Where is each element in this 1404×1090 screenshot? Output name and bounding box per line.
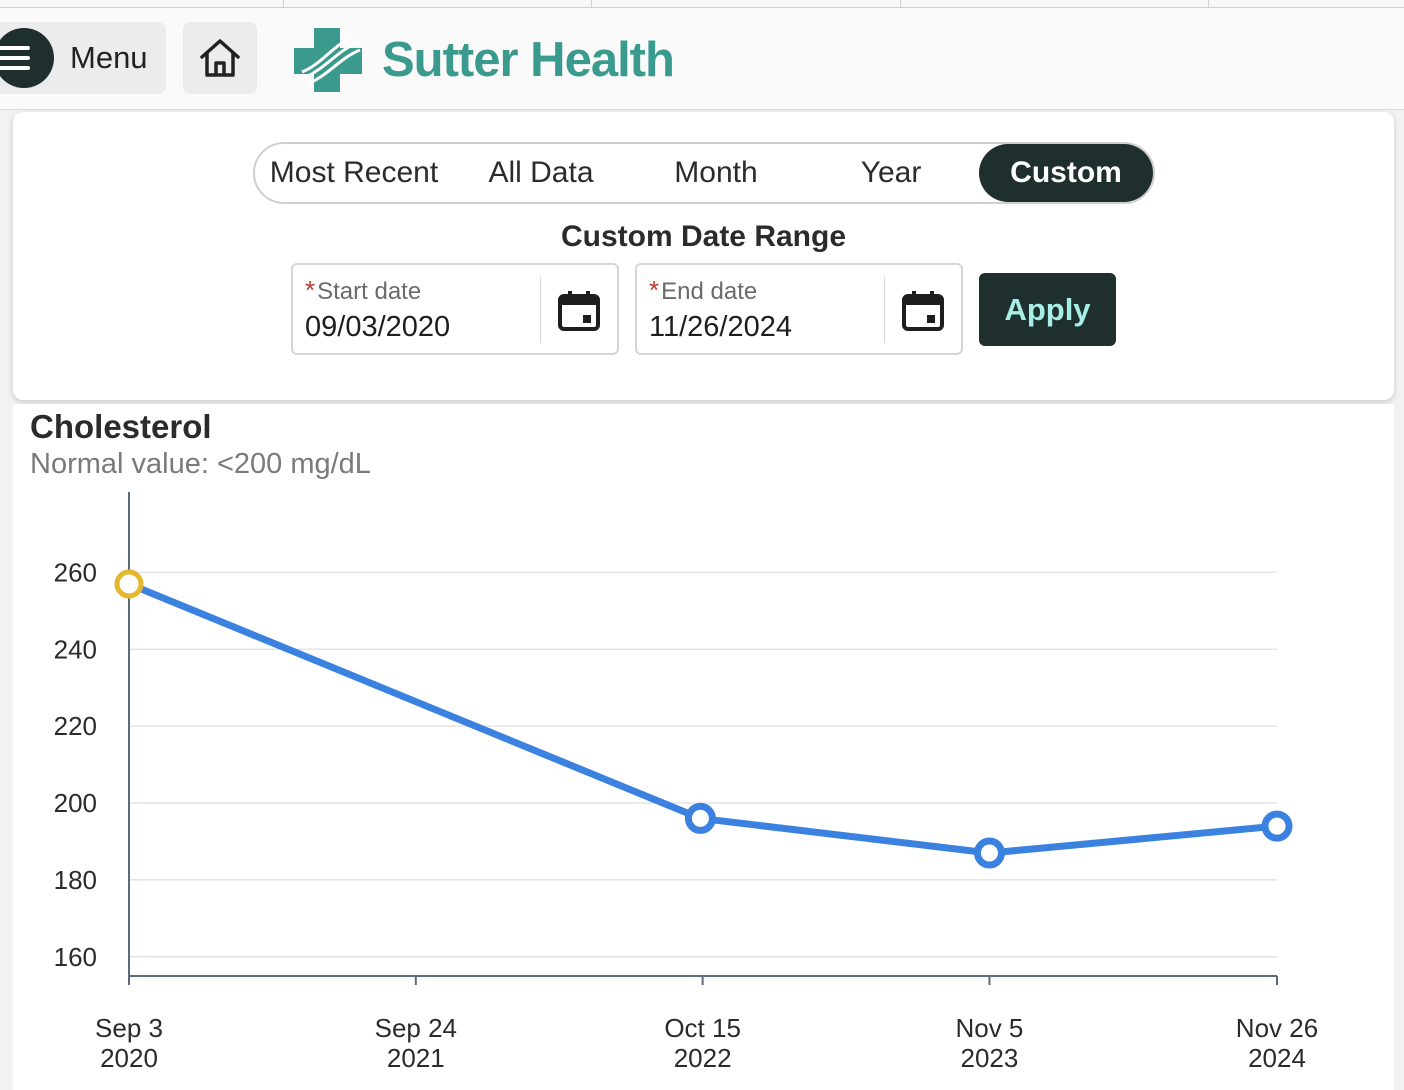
tab-custom[interactable]: Custom — [979, 144, 1153, 202]
calendar-icon[interactable] — [901, 289, 945, 333]
chart-title: Cholesterol — [30, 408, 212, 445]
y-tick-label: 240 — [54, 634, 97, 664]
y-tick-label: 180 — [54, 865, 97, 895]
end-date-label: *End date — [649, 275, 758, 305]
cholesterol-series-line — [125, 580, 1281, 857]
tab-most-recent[interactable]: Most Recent — [269, 156, 439, 189]
apply-button[interactable]: Apply — [979, 273, 1116, 346]
x-tick-label-year: 2021 — [387, 1043, 445, 1073]
x-tick-label: Sep 24 — [375, 1013, 457, 1043]
sutter-cross-logo-icon — [294, 28, 362, 92]
custom-date-range-title: Custom Date Range — [560, 220, 847, 253]
x-tick-label-year: 2022 — [674, 1043, 732, 1073]
x-tick-label-year: 2024 — [1248, 1043, 1306, 1073]
browser-tab-strip — [0, 0, 1404, 8]
start-date-label: *Start date — [305, 275, 422, 305]
tab-month[interactable]: Month — [674, 156, 758, 189]
sutter-health-logo[interactable]: Sutter Health — [292, 22, 675, 98]
home-button[interactable] — [183, 22, 257, 94]
data-point[interactable] — [684, 802, 716, 834]
x-tick-label: Nov 26 — [1236, 1013, 1318, 1043]
date-range-card: Most Recent All Data Month Year Custom C… — [13, 112, 1394, 400]
field-divider — [884, 277, 885, 343]
field-divider — [540, 277, 541, 343]
data-point[interactable] — [1261, 810, 1293, 842]
end-date-input[interactable]: 11/26/2024 — [649, 311, 792, 343]
hamburger-icon — [0, 28, 54, 88]
menu-label: Menu — [70, 40, 148, 75]
x-tick-label: Nov 5 — [955, 1013, 1023, 1043]
x-tick-label-year: 2020 — [100, 1043, 158, 1073]
menu-button[interactable]: Menu — [0, 22, 166, 94]
range-segmented-control: Most Recent All Data Month Year Custom — [253, 142, 1155, 204]
calendar-icon[interactable] — [557, 289, 601, 333]
start-date-field[interactable]: *Start date 09/03/2020 — [291, 263, 619, 355]
x-tick-label: Sep 3 — [95, 1013, 163, 1043]
x-tick-label-year: 2023 — [961, 1043, 1019, 1073]
home-icon — [200, 39, 240, 77]
x-tick-label: Oct 15 — [664, 1013, 741, 1043]
cholesterol-chart-panel: Cholesterol Normal value: <200 mg/dL 160… — [13, 404, 1394, 1090]
tab-all-data[interactable]: All Data — [488, 156, 594, 189]
brand-name: Sutter Health — [382, 33, 675, 87]
data-point-selected[interactable] — [114, 569, 144, 599]
required-mark: * — [305, 275, 316, 305]
y-tick-label: 220 — [54, 711, 97, 741]
app-header: Menu Sutter Health — [0, 8, 1404, 110]
y-tick-label: 200 — [54, 788, 97, 818]
y-tick-label: 160 — [54, 942, 97, 972]
start-date-input[interactable]: 09/03/2020 — [305, 311, 451, 343]
tab-year[interactable]: Year — [860, 156, 922, 189]
required-mark: * — [649, 275, 660, 305]
chart-subtitle: Normal value: <200 mg/dL — [30, 448, 371, 480]
data-point[interactable] — [973, 837, 1005, 869]
y-tick-label: 260 — [54, 557, 97, 587]
end-date-field[interactable]: *End date 11/26/2024 — [635, 263, 963, 355]
